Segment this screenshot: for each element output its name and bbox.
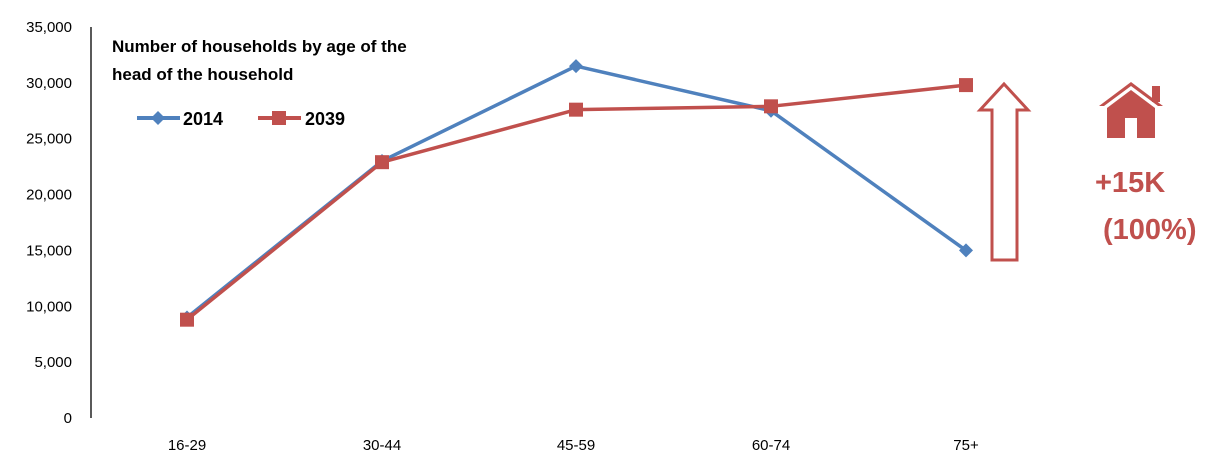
series-2039 <box>180 78 973 327</box>
chart-title-line-2: head of the household <box>112 65 293 84</box>
chart-title-line-1: Number of households by age of the <box>112 37 407 56</box>
data-point-2039 <box>180 312 194 327</box>
percent-text: (100%) <box>1103 214 1197 246</box>
legend-label-2014: 2014 <box>183 109 223 129</box>
x-tick-label: 75+ <box>953 437 979 453</box>
house-icon <box>1099 82 1163 138</box>
x-tick-label: 16-29 <box>168 437 206 453</box>
legend-label-2039: 2039 <box>305 109 345 129</box>
y-tick-label: 30,000 <box>26 75 72 92</box>
y-tick-label: 15,000 <box>26 242 72 259</box>
legend-marker-2039 <box>272 111 286 125</box>
x-tick-label: 60-74 <box>752 437 790 453</box>
y-tick-label: 35,000 <box>26 19 72 36</box>
y-tick-label: 0 <box>64 410 72 427</box>
series-layer <box>180 59 973 327</box>
data-point-2039 <box>375 155 389 170</box>
series-line-2039 <box>185 83 967 322</box>
legend-item-2014: 2014 <box>137 109 223 129</box>
y-tick-label: 10,000 <box>26 298 72 315</box>
data-point-2039 <box>959 78 973 93</box>
up-arrow-icon <box>976 81 1032 262</box>
y-tick-label: 5,000 <box>34 354 72 371</box>
x-axis-ticks: 16-29 30-44 45-59 60-74 75+ <box>168 437 979 453</box>
y-axis-ticks: 0 5,000 10,000 15,000 20,000 25,000 30,000 35,0… <box>26 19 72 427</box>
x-tick-label: 30-44 <box>363 437 401 453</box>
legend-item-2039: 2039 <box>258 109 345 129</box>
data-point-2039 <box>764 99 778 114</box>
y-tick-label: 20,000 <box>26 187 72 204</box>
data-point-2014 <box>569 59 583 74</box>
legend-marker-2014 <box>151 111 165 125</box>
y-tick-label: 25,000 <box>26 131 72 148</box>
legend: 2014 2039 <box>137 109 345 129</box>
data-point-2039 <box>569 102 583 117</box>
data-point-2014 <box>959 243 973 258</box>
change-text: +15K <box>1095 167 1165 199</box>
x-tick-label: 45-59 <box>557 437 595 453</box>
